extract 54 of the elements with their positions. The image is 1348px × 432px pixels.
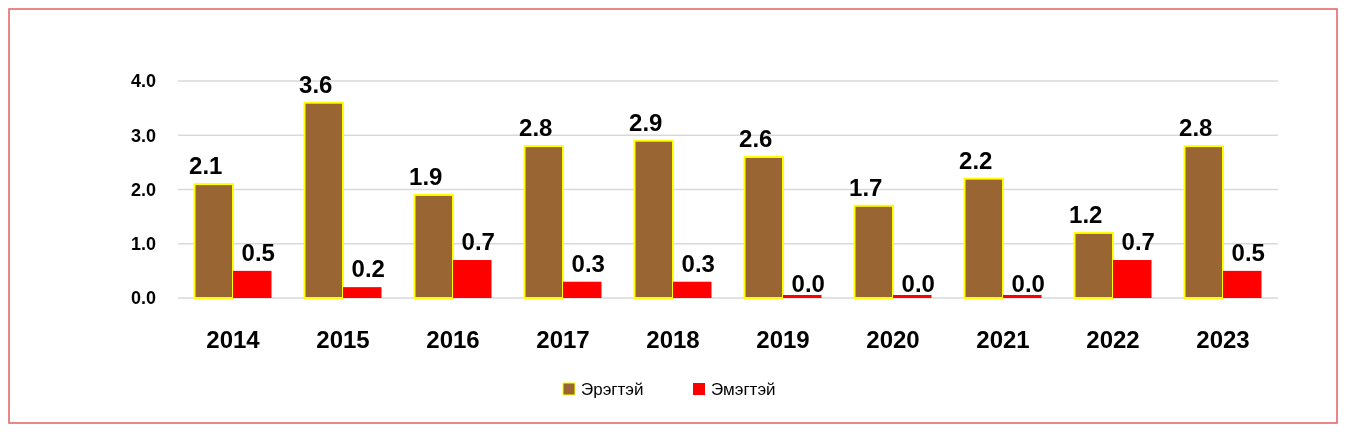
data-label: 3.6 xyxy=(299,70,333,98)
data-label: 0.7 xyxy=(1121,228,1155,256)
data-label: 1.2 xyxy=(1069,200,1103,228)
y-tick-label: 4.0 xyxy=(130,71,156,92)
bar xyxy=(1113,260,1152,298)
legend-label: Эмэгтэй xyxy=(711,379,776,399)
legend-label: Эрэгтэй xyxy=(581,379,644,399)
bar xyxy=(303,101,344,299)
y-tick-label: 2.0 xyxy=(130,179,156,200)
bar xyxy=(233,270,272,298)
bar xyxy=(523,145,564,299)
x-tick-label: 2016 xyxy=(426,326,480,353)
data-label: 2.8 xyxy=(1179,114,1213,142)
bar xyxy=(413,193,454,299)
y-tick-label: 3.0 xyxy=(130,125,156,146)
data-label: 0.5 xyxy=(241,238,275,266)
y-tick-label: 0.0 xyxy=(130,288,156,309)
data-label: 2.1 xyxy=(189,152,223,180)
data-label: 0.0 xyxy=(901,270,935,297)
data-label: 0.7 xyxy=(461,228,495,256)
x-tick-label: 2015 xyxy=(316,326,370,353)
bar xyxy=(193,183,234,299)
data-label: 1.7 xyxy=(849,173,883,201)
y-tick-label: 1.0 xyxy=(130,234,156,255)
data-label: 0.5 xyxy=(1231,238,1265,266)
bar xyxy=(343,287,382,298)
data-label: 2.9 xyxy=(629,108,663,136)
bar xyxy=(673,281,712,298)
data-label: 2.2 xyxy=(959,146,993,174)
data-label: 1.9 xyxy=(409,162,443,190)
bar xyxy=(563,281,602,298)
bar xyxy=(453,260,492,298)
x-tick-label: 2017 xyxy=(536,326,590,353)
x-tick-label: 2019 xyxy=(756,326,810,353)
bar xyxy=(633,139,674,299)
x-tick-label: 2023 xyxy=(1196,326,1250,353)
data-label: 0.0 xyxy=(791,270,825,297)
bar xyxy=(853,204,894,299)
bar xyxy=(1183,145,1224,299)
bar xyxy=(1223,270,1262,298)
data-label: 0.0 xyxy=(1011,270,1045,297)
data-label: 0.3 xyxy=(571,249,605,277)
bar xyxy=(743,155,784,299)
data-label: 2.6 xyxy=(739,124,773,152)
x-tick-label: 2020 xyxy=(866,326,920,353)
bar xyxy=(963,177,1004,299)
data-label: 0.2 xyxy=(351,255,385,283)
x-tick-label: 2022 xyxy=(1086,326,1140,353)
data-label: 0.3 xyxy=(681,249,715,277)
bar xyxy=(1073,231,1114,299)
x-tick-label: 2021 xyxy=(976,326,1030,353)
data-label: 2.8 xyxy=(519,114,553,142)
x-tick-label: 2014 xyxy=(206,326,261,353)
x-tick-label: 2018 xyxy=(646,326,700,353)
